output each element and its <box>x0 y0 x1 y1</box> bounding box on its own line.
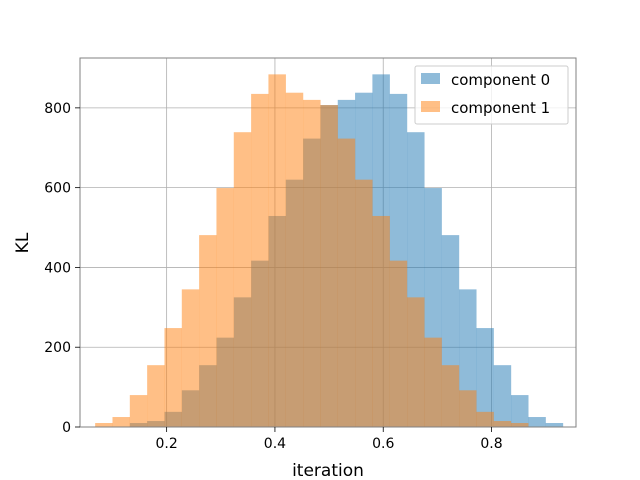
bar <box>511 423 529 427</box>
series-1 <box>95 74 529 428</box>
bar <box>285 92 304 428</box>
axes <box>79 57 577 428</box>
bar <box>389 260 408 427</box>
x-tick-label: 0.8 <box>480 436 502 452</box>
legend-swatch-component-0 <box>421 73 440 84</box>
bar <box>459 390 477 427</box>
bar <box>251 93 269 427</box>
bar <box>303 99 321 428</box>
bar <box>320 105 338 427</box>
legend-box <box>414 65 569 125</box>
x-tick-label: 0.2 <box>156 436 178 452</box>
bar <box>233 132 252 427</box>
bar <box>112 417 130 427</box>
bar <box>511 395 529 427</box>
bars <box>95 74 564 428</box>
bar <box>476 411 494 427</box>
x-tick-label: 0.4 <box>264 436 286 452</box>
bar <box>355 179 373 427</box>
bar <box>528 417 546 427</box>
y-axis-label: KL <box>13 232 33 253</box>
bar <box>181 289 200 427</box>
y-tick-label: 800 <box>44 101 71 117</box>
bar <box>164 328 182 427</box>
bar <box>147 365 165 427</box>
ticks: 0.2 0.4 0.6 0.8 0 200 400 600 800 <box>44 101 502 452</box>
legend-swatch-component-1 <box>421 101 440 112</box>
x-tick-label: 0.6 <box>372 436 394 452</box>
bar <box>199 235 217 427</box>
bar <box>424 337 442 427</box>
axes-frame <box>79 57 577 428</box>
bar <box>545 423 564 427</box>
x-axis-label: iteration <box>292 461 364 480</box>
legend-label-component-0: component 0 <box>451 71 550 89</box>
bar <box>493 365 512 427</box>
bar <box>493 421 512 427</box>
bar <box>372 215 390 427</box>
bar <box>441 365 460 427</box>
y-tick-label: 200 <box>44 340 71 356</box>
bar <box>95 423 113 427</box>
bar <box>407 297 425 427</box>
y-tick-label: 400 <box>44 260 71 276</box>
bar <box>129 395 148 427</box>
legend-label-component-1: component 1 <box>451 99 550 117</box>
legend: component 0 component 1 <box>414 65 569 125</box>
y-tick-label: 0 <box>62 420 71 436</box>
bar <box>216 188 234 427</box>
bar <box>337 138 356 428</box>
bar <box>268 74 286 427</box>
bar <box>476 328 494 427</box>
y-tick-label: 600 <box>44 181 71 197</box>
